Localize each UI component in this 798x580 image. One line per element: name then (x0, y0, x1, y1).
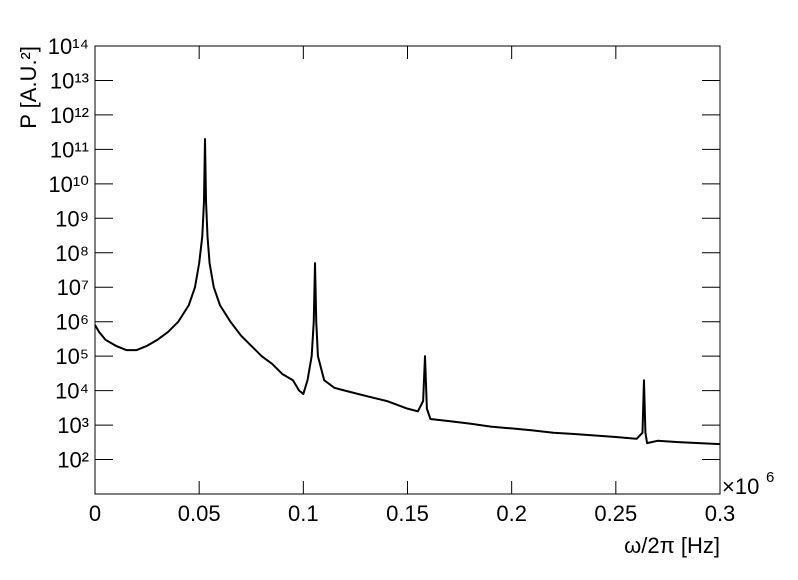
plot-frame (94, 45, 721, 495)
spectrum-line (94, 138, 721, 446)
y-tick-label: 10⁹ (55, 206, 89, 231)
x-multiplier: ×10 (722, 474, 759, 499)
x-tick-label: 0.1 (288, 501, 319, 526)
y-tick-label: 10¹³ (50, 68, 89, 93)
y-tick-label: 10³ (57, 413, 89, 438)
x-tick-label: 0.25 (594, 501, 637, 526)
y-tick-label: 10¹⁴ (48, 34, 89, 59)
x-axis-label: ω/2π [Hz] (624, 533, 720, 558)
y-tick-label: 10¹¹ (50, 137, 89, 162)
x-tick-label: 0.05 (178, 501, 221, 526)
x-multiplier-exponent: 6 (766, 469, 774, 486)
y-axis-label: P [A.U.²] (16, 46, 41, 129)
y-tick-label: 10² (57, 448, 89, 473)
y-tick-label: 10⁷ (57, 275, 89, 300)
y-tick-label: 10¹⁰ (48, 172, 89, 197)
y-tick-label: 10⁵ (55, 344, 89, 369)
y-tick-label: 10⁶ (55, 310, 89, 335)
x-tick-label: 0.15 (386, 501, 429, 526)
x-tick-label: 0.3 (705, 501, 736, 526)
x-tick-label: 0.2 (496, 501, 527, 526)
x-tick-label: 0 (89, 501, 101, 526)
y-tick-label: 10¹² (50, 103, 89, 128)
y-tick-label: 10⁸ (55, 241, 89, 266)
y-tick-label: 10⁴ (55, 379, 89, 404)
